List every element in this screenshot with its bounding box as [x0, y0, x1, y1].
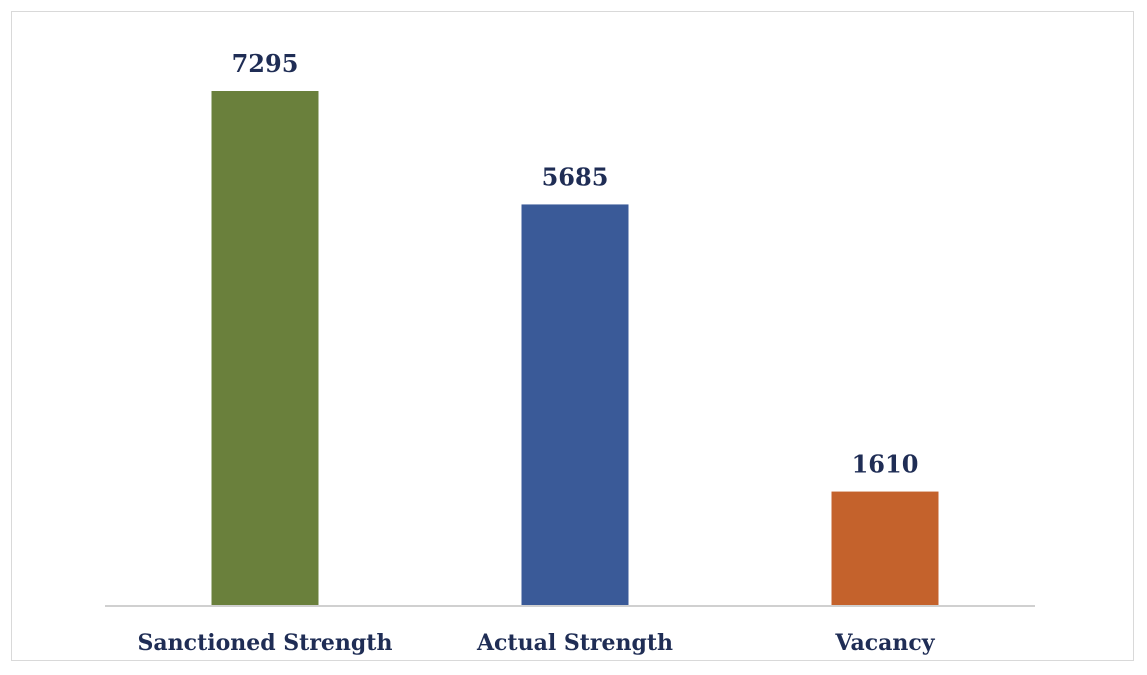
x-tick-label: Actual Strength [476, 630, 673, 656]
data-label: 1610 [852, 450, 919, 479]
chart-frame [11, 11, 1134, 661]
data-label: 7295 [232, 49, 299, 78]
bar-actual-strength [521, 204, 629, 606]
data-label: 5685 [542, 162, 609, 191]
x-tick-label: Sanctioned Strength [138, 630, 393, 656]
x-tick-label: Vacancy [834, 630, 935, 656]
bar-sanctioned-strength [211, 91, 319, 605]
bar-vacancy [831, 491, 939, 605]
